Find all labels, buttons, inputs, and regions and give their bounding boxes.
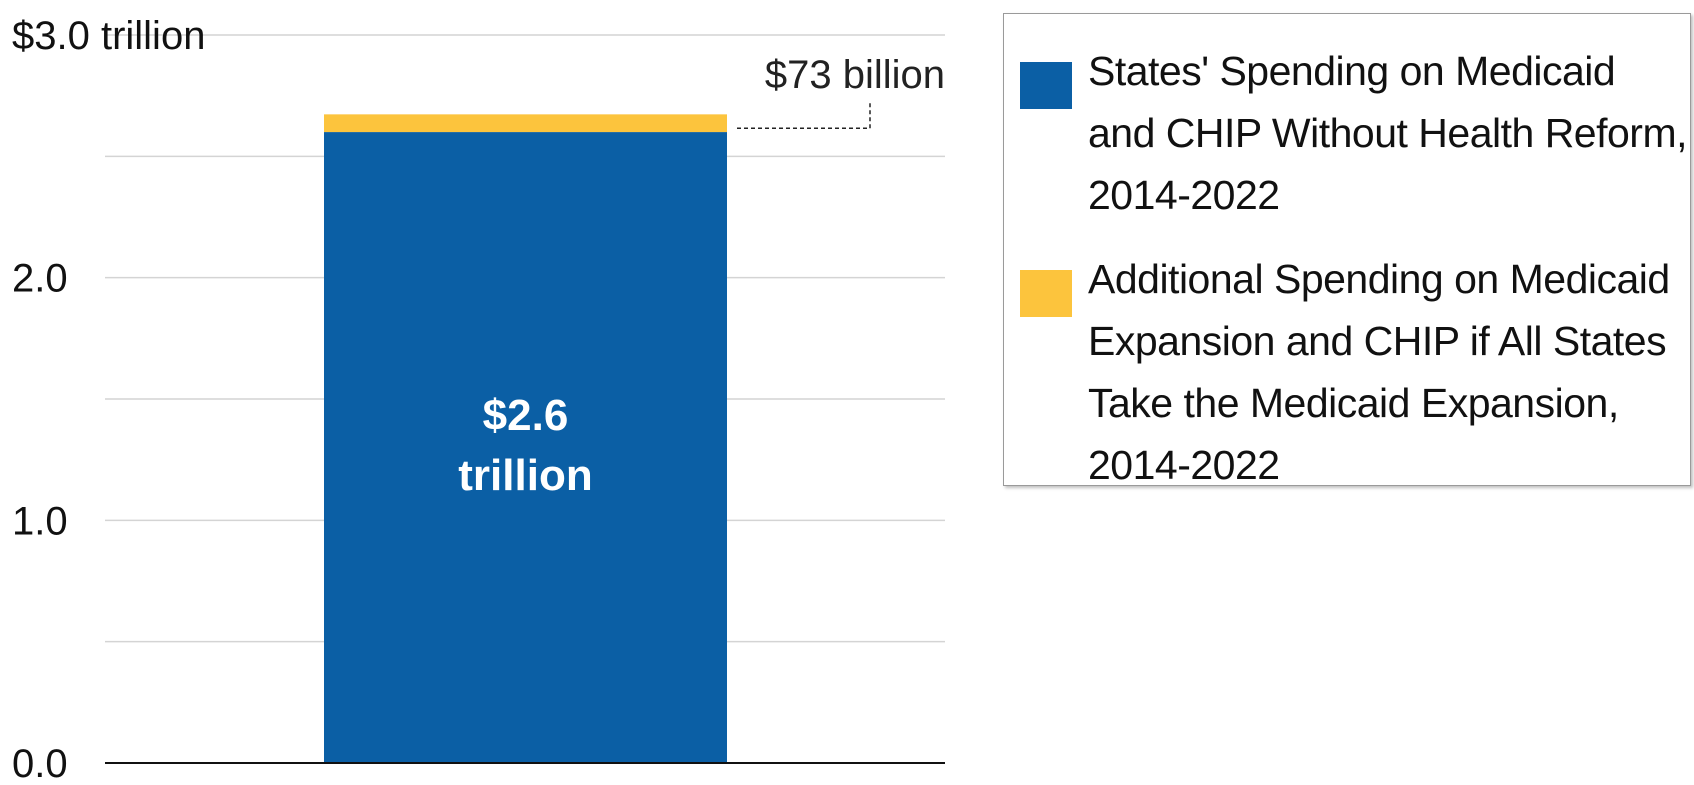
bar-segment-additional [324,114,727,133]
y-tick-label: 1.0 [12,499,68,543]
bar-value-label: $2.6 [483,391,569,440]
bar-segment-base [324,132,727,764]
legend-item-additional-spending: Additional Spending on Medicaid Expansio… [1020,248,1688,496]
stacked-bar-chart: 0.0 1.0 2.0 $3.0 trillion $2.6 trillion $73… [12,14,945,785]
legend-item-base-spending: States' Spending on Medicaid and CHIP Wi… [1020,40,1688,226]
annotation: $73 billion [737,53,945,129]
legend-swatch-blue [1020,62,1072,109]
bar-value-labels: $2.6 trillion [458,391,592,500]
bars [324,114,727,764]
bar-value-label-unit: trillion [458,451,592,500]
y-axis-ticks: 0.0 1.0 2.0 $3.0 trillion [12,14,205,785]
y-tick-label: $3.0 trillion [12,14,205,58]
annotation-label: $73 billion [765,53,945,97]
y-tick-label: 2.0 [12,257,68,301]
y-tick-label: 0.0 [12,742,68,785]
annotation-leader-line [737,103,871,129]
legend-swatch-yellow [1020,270,1072,317]
legend: States' Spending on Medicaid and CHIP Wi… [1003,13,1691,488]
legend-label: Additional Spending on Medicaid Expansio… [1088,256,1670,488]
legend-label: States' Spending on Medicaid and CHIP Wi… [1088,48,1688,218]
